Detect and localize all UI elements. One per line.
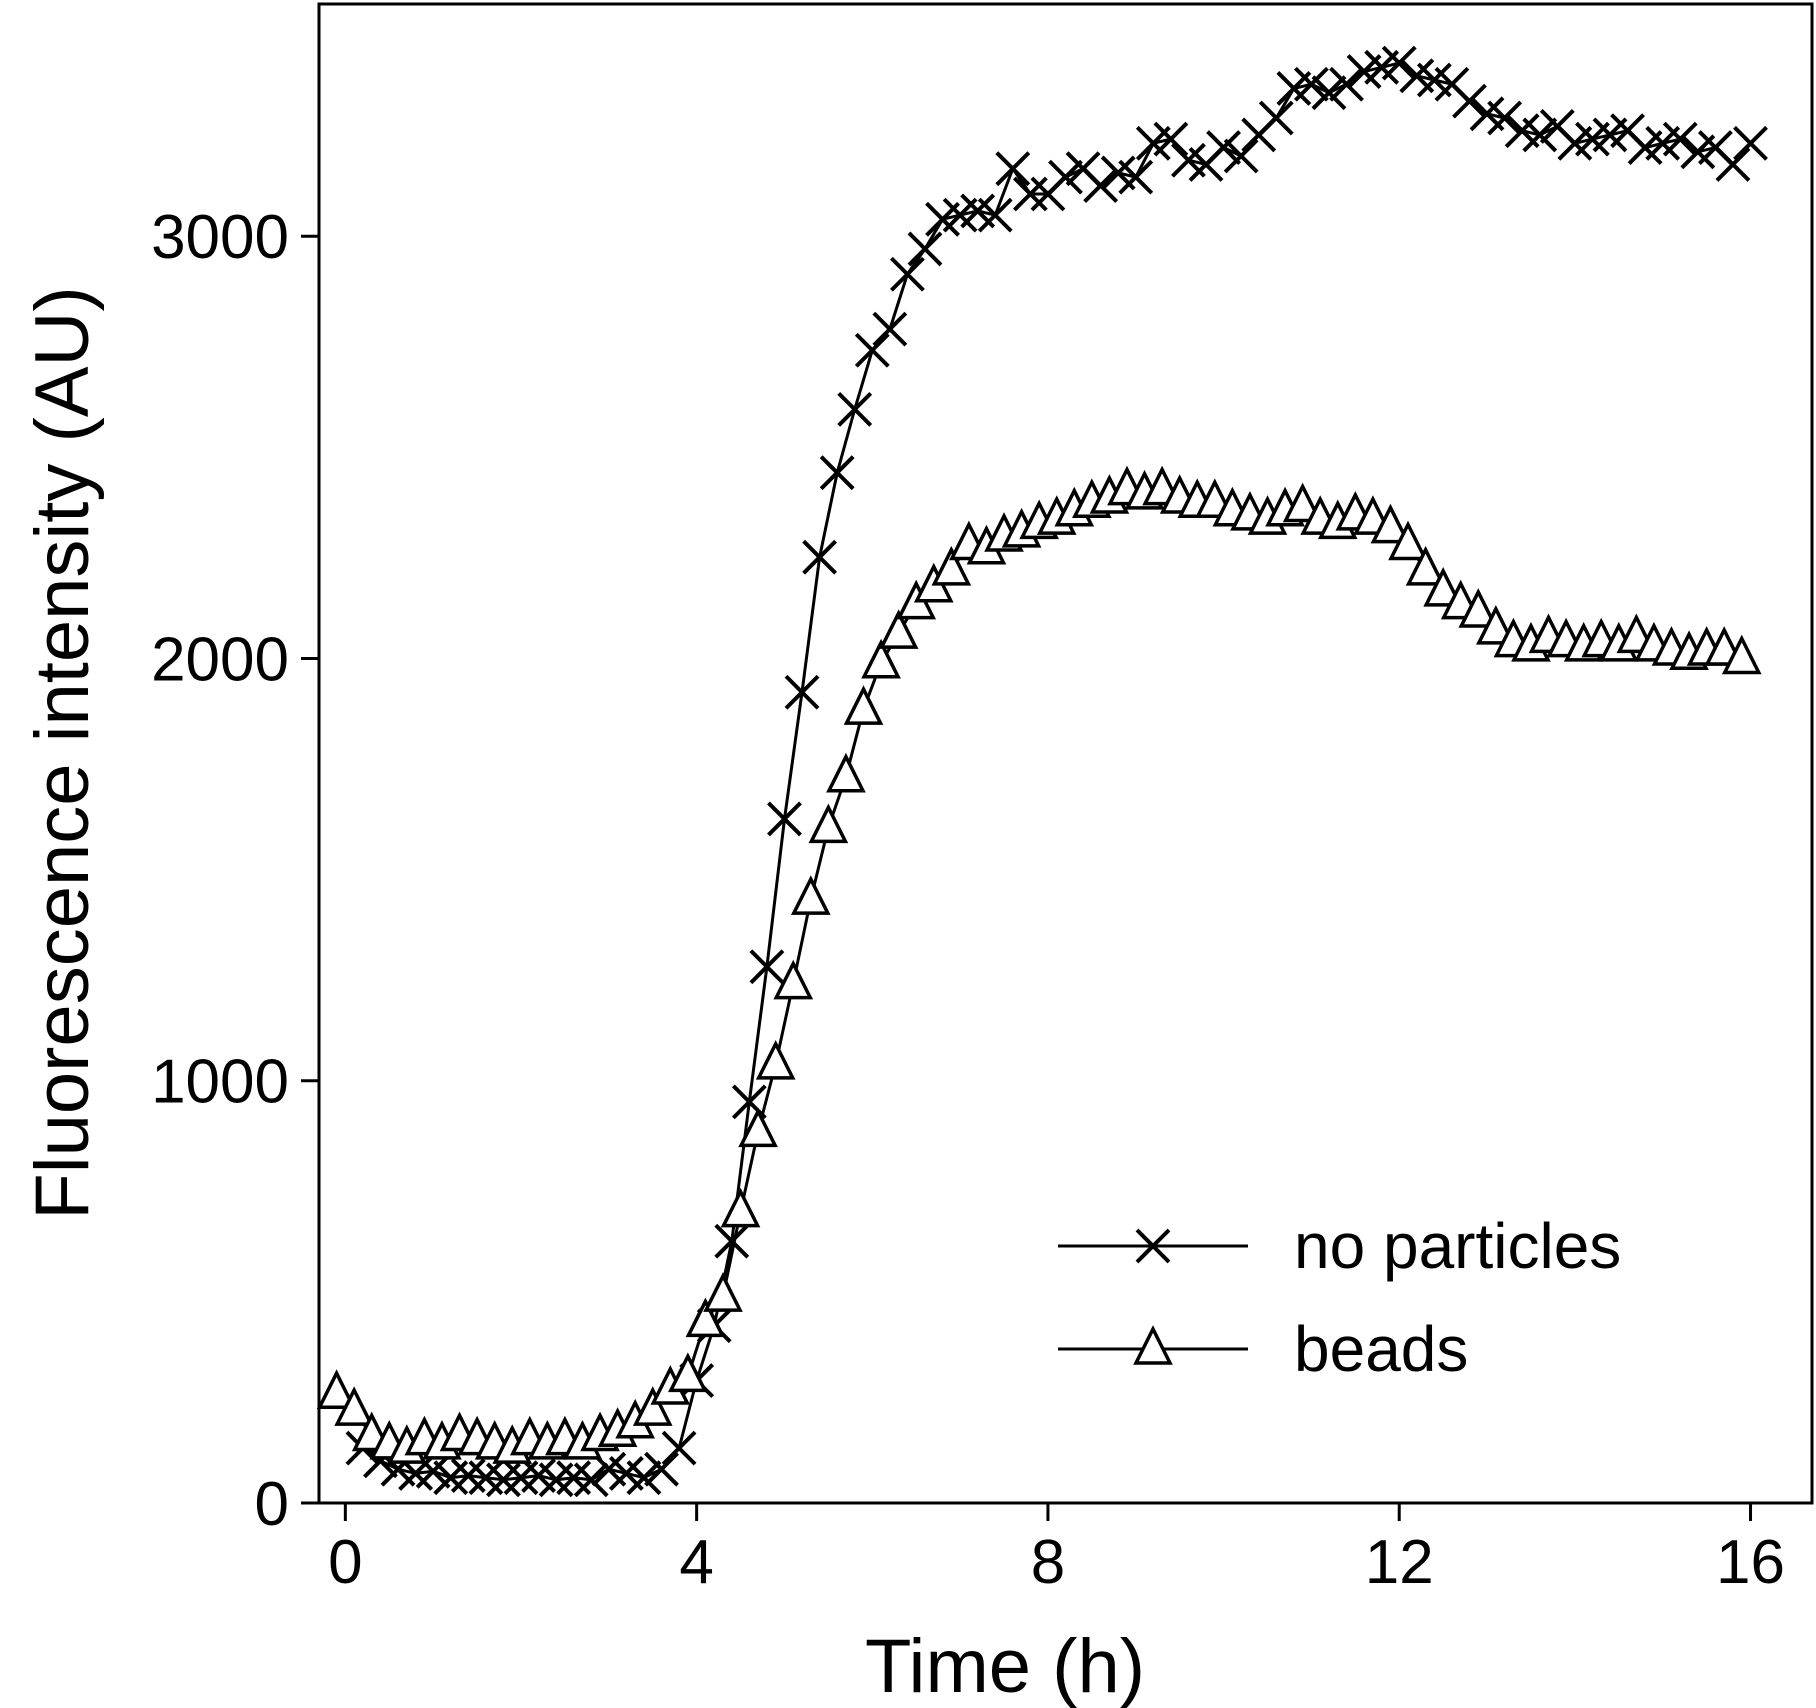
data-point-no-particles: [1662, 121, 1698, 157]
data-point-no-particles: [890, 256, 925, 292]
data-point-beads: [1458, 588, 1499, 628]
legend-symbol-no-particles: [1135, 1228, 1171, 1264]
x-axis: 0 4 8 12 16: [328, 1503, 1785, 1597]
data-point-beads: [632, 1386, 673, 1426]
data-point-beads: [685, 1297, 726, 1338]
data-point-beads: [1405, 545, 1446, 586]
legend-symbol-beads: [1133, 1325, 1173, 1365]
data-point-beads: [861, 638, 901, 679]
data-point-no-particles: [819, 455, 855, 491]
data-point-beads: [1721, 634, 1762, 675]
legend-marker-beads: [1133, 1325, 1173, 1365]
data-point-no-particles: [1206, 130, 1241, 165]
data-point-no-particles: [626, 1460, 662, 1496]
data-point-beads: [720, 1187, 761, 1228]
data-point-no-particles: [1153, 121, 1189, 157]
data-point-no-particles: [661, 1430, 697, 1466]
legend-item-no-particles: no particles: [1058, 1210, 1621, 1282]
data-point-no-particles: [1118, 159, 1154, 195]
data-point-beads: [808, 803, 849, 844]
data-point-beads: [843, 685, 884, 725]
y-tick-label: 1000: [151, 1048, 289, 1117]
data-point-no-particles: [1522, 117, 1558, 153]
data-point-beads: [931, 545, 972, 586]
series-beads: [316, 465, 1762, 1464]
data-point-beads: [1388, 520, 1428, 561]
data-point-no-particles: [784, 674, 820, 710]
y-axis-title: Fluorescence intensity (AU): [20, 286, 105, 1219]
data-point-no-particles: [1452, 83, 1487, 119]
legend-label-no-particles: no particles: [1294, 1210, 1621, 1282]
y-axis: 0 1000 2000 3000: [151, 203, 319, 1539]
legend: no particles beads: [1058, 1210, 1621, 1385]
data-point-beads: [1282, 482, 1323, 523]
data-point-no-particles: [1311, 75, 1347, 111]
data-point-beads: [738, 1107, 778, 1148]
x-tick-label: 8: [1031, 1528, 1065, 1597]
data-point-beads: [773, 959, 814, 1000]
data-point-beads: [826, 752, 866, 793]
data-point-no-particles: [1258, 100, 1294, 136]
data-point-no-particles: [749, 949, 785, 985]
x-tick-label: 12: [1365, 1528, 1434, 1597]
data-point-no-particles: [1329, 66, 1364, 102]
data-point-no-particles: [872, 311, 908, 347]
data-point-no-particles: [854, 332, 890, 368]
y-tick-label: 2000: [151, 625, 289, 694]
data-point-no-particles: [977, 197, 1013, 233]
legend-item-beads: beads: [1058, 1313, 1468, 1385]
data-point-no-particles: [714, 1223, 750, 1259]
data-point-beads: [668, 1352, 708, 1393]
x-axis-title: Time (h): [865, 1624, 1145, 1708]
y-tick-label: 0: [255, 1470, 289, 1539]
x-tick-label: 4: [679, 1528, 713, 1597]
y-tick-label: 3000: [151, 203, 289, 272]
data-point-beads: [334, 1386, 374, 1426]
data-point-no-particles: [1715, 147, 1751, 182]
data-point-no-particles: [1293, 66, 1329, 102]
legend-marker-no-particles: [1135, 1228, 1171, 1264]
x-tick-label: 0: [328, 1528, 362, 1597]
data-point-no-particles: [995, 151, 1031, 187]
data-point-no-particles: [1733, 125, 1768, 161]
series-no-particles: [345, 45, 1768, 1498]
data-point-no-particles: [1083, 168, 1119, 203]
data-point-no-particles: [1487, 100, 1523, 136]
data-point-no-particles: [1223, 138, 1259, 174]
data-point-beads: [703, 1272, 743, 1312]
data-point-beads: [1476, 605, 1516, 645]
data-point-no-particles: [907, 231, 943, 267]
data-point-beads: [1370, 503, 1411, 544]
data-point-no-particles: [573, 1462, 609, 1498]
data-point-no-particles: [802, 539, 838, 575]
plot-frame: [317, 2, 1814, 1505]
data-point-beads: [755, 1039, 796, 1080]
plot-series: [316, 45, 1768, 1498]
data-point-no-particles: [644, 1451, 679, 1487]
data-point-no-particles: [1381, 45, 1417, 81]
data-point-beads: [1423, 567, 1463, 607]
data-point-no-particles: [1048, 159, 1083, 195]
data-point-beads: [878, 609, 919, 649]
x-tick-label: 16: [1716, 1528, 1785, 1597]
data-point-no-particles: [1012, 176, 1048, 212]
legend-label-beads: beads: [1294, 1313, 1468, 1385]
data-point-no-particles: [837, 391, 873, 427]
data-point-no-particles: [767, 801, 802, 837]
data-point-beads: [316, 1369, 357, 1409]
data-point-beads: [790, 875, 831, 915]
